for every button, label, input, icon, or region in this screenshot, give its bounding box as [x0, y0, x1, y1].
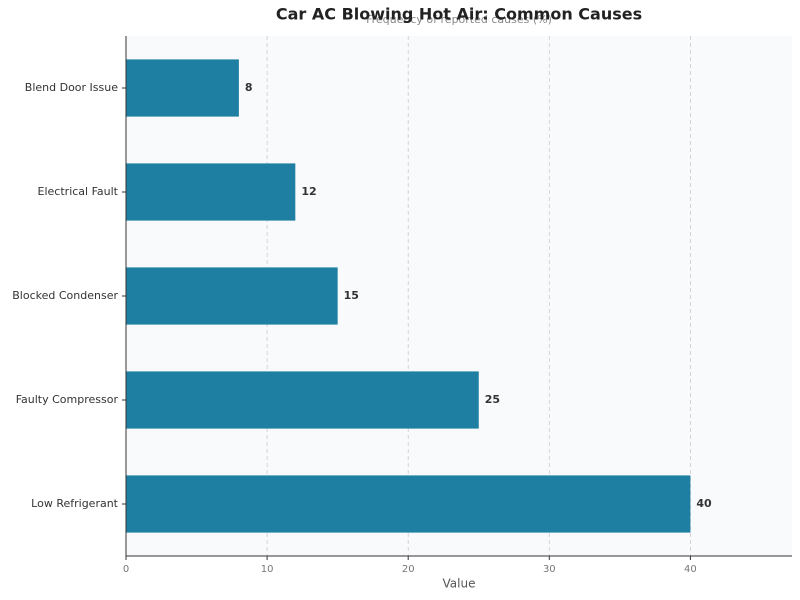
bar — [126, 267, 338, 325]
y-tick-label: Blend Door Issue — [25, 81, 118, 94]
x-axis-label: Value — [443, 577, 476, 591]
bar — [126, 475, 691, 533]
y-tick-label: Blocked Condenser — [12, 289, 118, 302]
value-label: 8 — [245, 81, 253, 94]
y-tick-label: Low Refrigerant — [31, 497, 119, 510]
bar — [126, 163, 296, 221]
x-tick-label: 40 — [684, 564, 697, 575]
chart-title: Car AC Blowing Hot Air: Common Causes — [276, 5, 642, 24]
chart-subtitle: Frequency of reported causes (%) — [366, 13, 552, 26]
x-tick-label: 30 — [543, 564, 556, 575]
bar — [126, 371, 479, 429]
y-tick-label: Electrical Fault — [38, 185, 119, 198]
value-label: 40 — [696, 497, 712, 510]
x-tick-label: 10 — [261, 564, 274, 575]
y-tick-label: Faulty Compressor — [16, 393, 119, 406]
bar — [126, 59, 239, 117]
x-tick-label: 20 — [402, 564, 415, 575]
value-label: 12 — [301, 185, 316, 198]
x-tick-label: 0 — [123, 564, 129, 575]
value-label: 25 — [485, 393, 500, 406]
value-label: 15 — [344, 289, 359, 302]
